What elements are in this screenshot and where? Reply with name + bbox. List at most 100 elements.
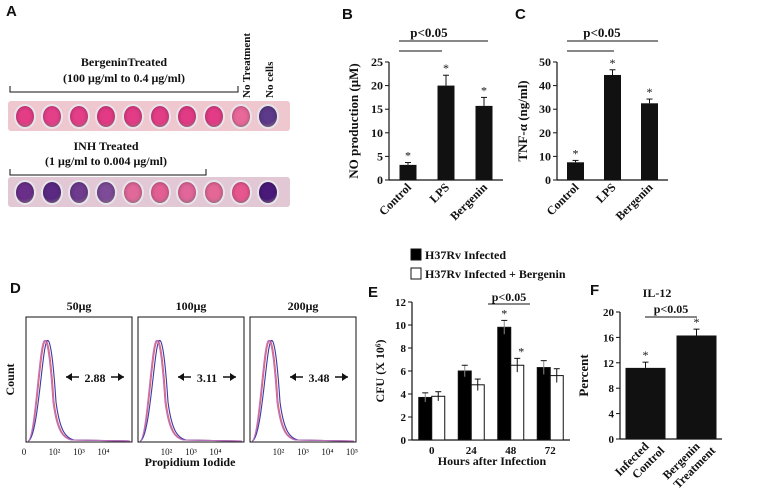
histogram-curve: [27, 340, 131, 442]
x-tick-label: 0: [429, 445, 435, 457]
x-tick-label: 10³: [73, 447, 85, 457]
panel-letter-a: A: [6, 3, 17, 20]
significance-star: *: [647, 85, 653, 99]
bar-bergenin-72h: [549, 375, 564, 441]
histogram-frame: [137, 316, 245, 443]
well-8: [203, 103, 226, 129]
well-4: [95, 179, 118, 205]
inh-range-label: (1 μg/ml to 0.004 μg/ml): [45, 154, 167, 168]
bar-infected-24h: [457, 370, 472, 441]
y-tick-label: 10: [395, 320, 407, 332]
plate-row-bergenin: [8, 101, 290, 131]
histogram-title: 50μg: [67, 299, 92, 313]
well-1: [14, 179, 37, 205]
y-tick-label: 50: [539, 55, 551, 69]
gate-value: 3.11: [197, 371, 217, 385]
gate-value: 3.48: [309, 371, 330, 385]
x-axis-label: Hours after Infection: [438, 454, 547, 468]
significance-label: p<0.05: [654, 302, 689, 316]
well-5: [122, 103, 145, 129]
inh-treated-label: INH Treated: [74, 139, 139, 153]
y-tick-label: 0: [377, 173, 383, 187]
chart-f: 0 4 8 12 16 20 * InfectedControl * BergeninTreatm…: [576, 286, 722, 491]
y-tick-label: 10: [539, 149, 551, 163]
significance-star: *: [501, 306, 507, 320]
y-tick-label: 20: [603, 307, 615, 319]
y-tick-label: 12: [395, 297, 407, 309]
inh-bracket: [9, 169, 207, 176]
y-tick-label: 10: [371, 126, 383, 140]
y-tick-label: 15: [371, 102, 383, 116]
x-tick-label: 10²: [273, 447, 285, 457]
bar-bergenin: [475, 105, 493, 180]
significance-star: *: [573, 146, 579, 160]
histogram-curve: [251, 340, 355, 442]
well-1: [14, 103, 37, 129]
well-6: [149, 179, 172, 205]
significance-label: p<0.05: [583, 25, 621, 40]
histogram-frame: [249, 316, 357, 443]
chart-title: IL-12: [643, 286, 672, 300]
significance-star: *: [643, 348, 649, 362]
histogram-title: 100μg: [176, 299, 207, 313]
x-tick-label: 0: [22, 447, 27, 457]
y-tick-label: 0: [545, 173, 551, 187]
bar-bergenin-24h: [470, 384, 485, 441]
bergenin-bracket: [9, 86, 239, 93]
legend-swatch-bergenin: [410, 267, 422, 280]
well-5: [122, 179, 145, 205]
x-tick-label: 48: [505, 445, 517, 457]
panel-letter-f: F: [590, 282, 600, 299]
bar-lps: [604, 74, 621, 180]
gate-value-bg: [303, 369, 335, 384]
gate-arrow-head-right: [342, 373, 348, 381]
y-axis-label: TNF-α (ng/ml): [515, 80, 530, 161]
x-category-label: LPS: [427, 180, 453, 206]
y-tick-label: 8: [401, 343, 407, 355]
y-axis-label: Count: [3, 363, 17, 395]
histogram-curve: [251, 340, 355, 442]
x-tick-label: 10⁴: [209, 447, 221, 457]
y-tick-label: 8: [609, 383, 615, 395]
y-axis-label: Percent: [576, 354, 591, 397]
histogram-frame: [25, 316, 133, 443]
y-tick-label: 20: [371, 79, 383, 93]
bar-infected-control: [625, 367, 666, 439]
gate-arrow-head-right: [230, 373, 236, 381]
significance-label: p<0.05: [410, 25, 448, 40]
legend-label-infected: H37Rv Infected: [425, 248, 506, 262]
x-tick-label: 10³: [297, 447, 309, 457]
gate-arrow-head-right: [118, 373, 124, 381]
panel-letter-b: B: [342, 6, 353, 23]
bar-infected-0h: [418, 396, 433, 441]
histogram-title: 200μg: [288, 299, 319, 313]
x-category-label: LPS: [593, 180, 619, 206]
well-7: [176, 103, 199, 129]
bar-infected-72h: [536, 367, 551, 441]
bar-control: [399, 164, 417, 180]
y-tick-label: 2: [401, 412, 407, 424]
bergenin-range-label: (100 μg/ml to 0.4 μg/ml): [63, 71, 185, 85]
well-2: [41, 103, 64, 129]
y-tick-label: 4: [609, 409, 615, 421]
well-6: [149, 103, 172, 129]
bar-lps: [437, 85, 455, 180]
gate-arrow-head-left: [290, 373, 296, 381]
significance-star: *: [481, 83, 487, 97]
x-tick-label: 10⁵: [346, 447, 358, 457]
y-tick-label: 12: [603, 358, 615, 370]
histogram-curve: [139, 340, 243, 442]
legend-label-bergenin: H37Rv Infected + Bergenin: [425, 267, 566, 281]
chart-d: 50μg 2.88 0 10² 10³ 10⁴ 100μg 3.11 10² 10³ 10⁴ 200μ…: [3, 299, 358, 469]
x-tick-label: 10²: [49, 447, 61, 457]
well-10: [257, 103, 280, 129]
bar-bergenin: [641, 103, 658, 180]
no-cells-label: No cells: [264, 61, 276, 98]
bar-bergenin-0h: [431, 395, 446, 441]
well-4: [95, 103, 118, 129]
well-9: [230, 103, 253, 129]
x-axis-label: Propidium Iodide: [145, 455, 236, 469]
y-tick-label: 0: [609, 434, 615, 446]
